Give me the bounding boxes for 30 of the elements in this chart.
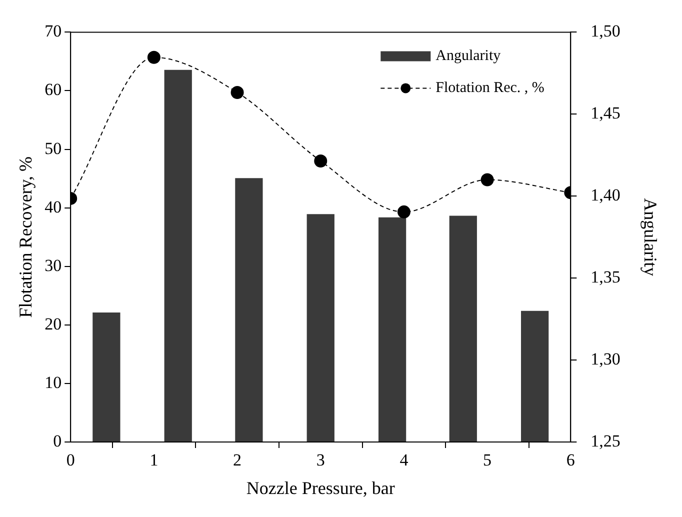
x-tick-label: 5 bbox=[483, 450, 492, 470]
y-tick-label: 50 bbox=[44, 138, 62, 158]
y2-tick-label: 1,25 bbox=[590, 431, 620, 450]
y2-axis-title: Angularity bbox=[640, 198, 660, 276]
legend-label: Angularity bbox=[436, 48, 502, 64]
y-axis-title: Flotation Recovery, % bbox=[16, 156, 36, 318]
y-tick-label: 70 bbox=[44, 22, 62, 41]
x-tick-label: 6 bbox=[566, 450, 575, 470]
y2-tick-label: 1,40 bbox=[590, 186, 620, 205]
x-tick-label: 4 bbox=[400, 450, 409, 470]
y2-tick-label: 1,30 bbox=[590, 350, 620, 369]
x-tick-label: 0 bbox=[66, 450, 75, 470]
y-tick-label: 0 bbox=[53, 431, 62, 450]
y-tick-label: 40 bbox=[44, 197, 62, 216]
point bbox=[230, 86, 244, 99]
y-tick-label: 20 bbox=[44, 314, 62, 334]
point bbox=[314, 154, 328, 168]
y2-tick-label: 1,35 bbox=[590, 268, 620, 287]
legend-label: Flotation Rec. , % bbox=[436, 80, 544, 96]
x-axis-title: Nozzle Pressure, bar bbox=[246, 478, 395, 498]
x-tick-label: 3 bbox=[316, 450, 325, 470]
y-tick-label: 10 bbox=[44, 372, 62, 392]
point bbox=[397, 205, 410, 218]
y-tick-label: 30 bbox=[44, 256, 62, 275]
y-tick-label: 60 bbox=[44, 80, 62, 100]
x-tick-label: 2 bbox=[233, 450, 242, 470]
y2-tick-label: 1,45 bbox=[590, 104, 620, 123]
x-tick-label: 1 bbox=[150, 450, 158, 470]
y2-tick-label: 1,50 bbox=[590, 22, 620, 41]
point bbox=[480, 173, 494, 186]
